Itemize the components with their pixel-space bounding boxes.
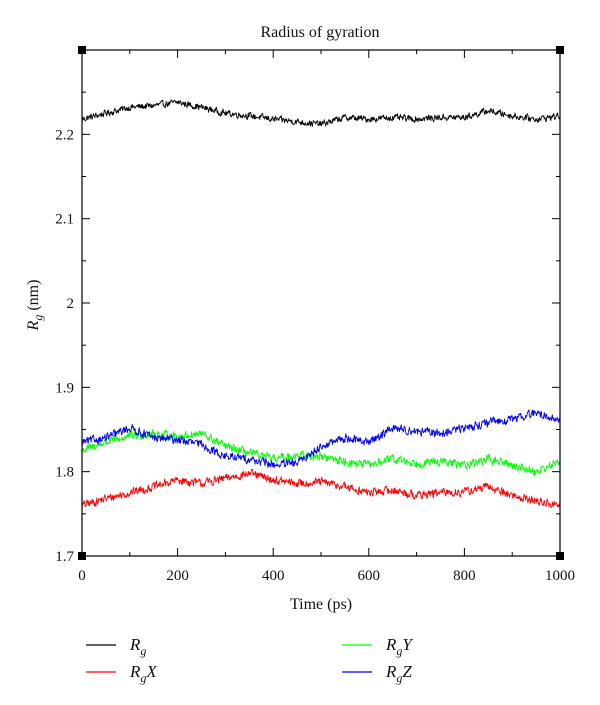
legend-label-suffix: Y xyxy=(402,635,413,654)
legend-label: RgZ xyxy=(385,662,412,685)
y-axis-title-rest: (nm) xyxy=(25,280,42,315)
x-tick-label: 1000 xyxy=(545,568,575,584)
y-tick-label: 1.7 xyxy=(55,549,74,565)
y-axis-title-sub: g xyxy=(31,315,45,321)
legend-item-rg: Rg xyxy=(86,635,146,658)
legend-label-main: R xyxy=(129,635,141,654)
y-tick-label: 2.1 xyxy=(55,212,74,228)
y-axis-title-main: R xyxy=(25,320,42,331)
legend-label-main: R xyxy=(129,662,141,681)
legend-label-suffix: Z xyxy=(402,662,412,681)
legend-label-sub: g xyxy=(396,644,402,658)
x-axis-title: Time (ps) xyxy=(290,596,352,613)
legend-item-rgz: RgZ xyxy=(342,662,412,685)
series-layer xyxy=(81,99,561,509)
legend-label-sub: g xyxy=(140,671,146,685)
series-line-rgx xyxy=(81,468,561,509)
legend-label-sub: g xyxy=(396,671,402,685)
x-tick-label: 0 xyxy=(78,568,86,584)
y-tick-label: 1.9 xyxy=(55,380,74,396)
series-line-rg xyxy=(81,99,561,127)
y-tick-label: 1.8 xyxy=(55,465,74,481)
legend-label-main: R xyxy=(385,635,397,654)
x-tick-label: 400 xyxy=(262,568,285,584)
series-line-rgz xyxy=(81,409,561,468)
y-tick-label: 2 xyxy=(67,296,75,312)
ticks-layer: 0 200 400 600 800 1000 1.7 1.8 1.9 2 2.1 2.2 xyxy=(55,50,575,584)
x-tick-label: 600 xyxy=(358,568,381,584)
legend-item-rgx: RgX xyxy=(86,662,157,685)
y-tick-label: 2.2 xyxy=(55,127,74,143)
x-tick-label: 800 xyxy=(453,568,476,584)
legend-label-main: R xyxy=(385,662,397,681)
legend-label-suffix: X xyxy=(145,662,157,681)
y-axis-title: Rg (nm) xyxy=(25,280,45,332)
legend-label: RgY xyxy=(385,635,413,658)
x-tick-label: 200 xyxy=(166,568,189,584)
legend-label-sub: g xyxy=(140,644,146,658)
chart-title: Radius of gyration xyxy=(260,24,379,41)
legend-item-rgy: RgY xyxy=(342,635,413,658)
legend-label: Rg xyxy=(129,635,146,658)
series-line-rgy xyxy=(81,429,561,477)
legend-label: RgX xyxy=(129,662,157,685)
